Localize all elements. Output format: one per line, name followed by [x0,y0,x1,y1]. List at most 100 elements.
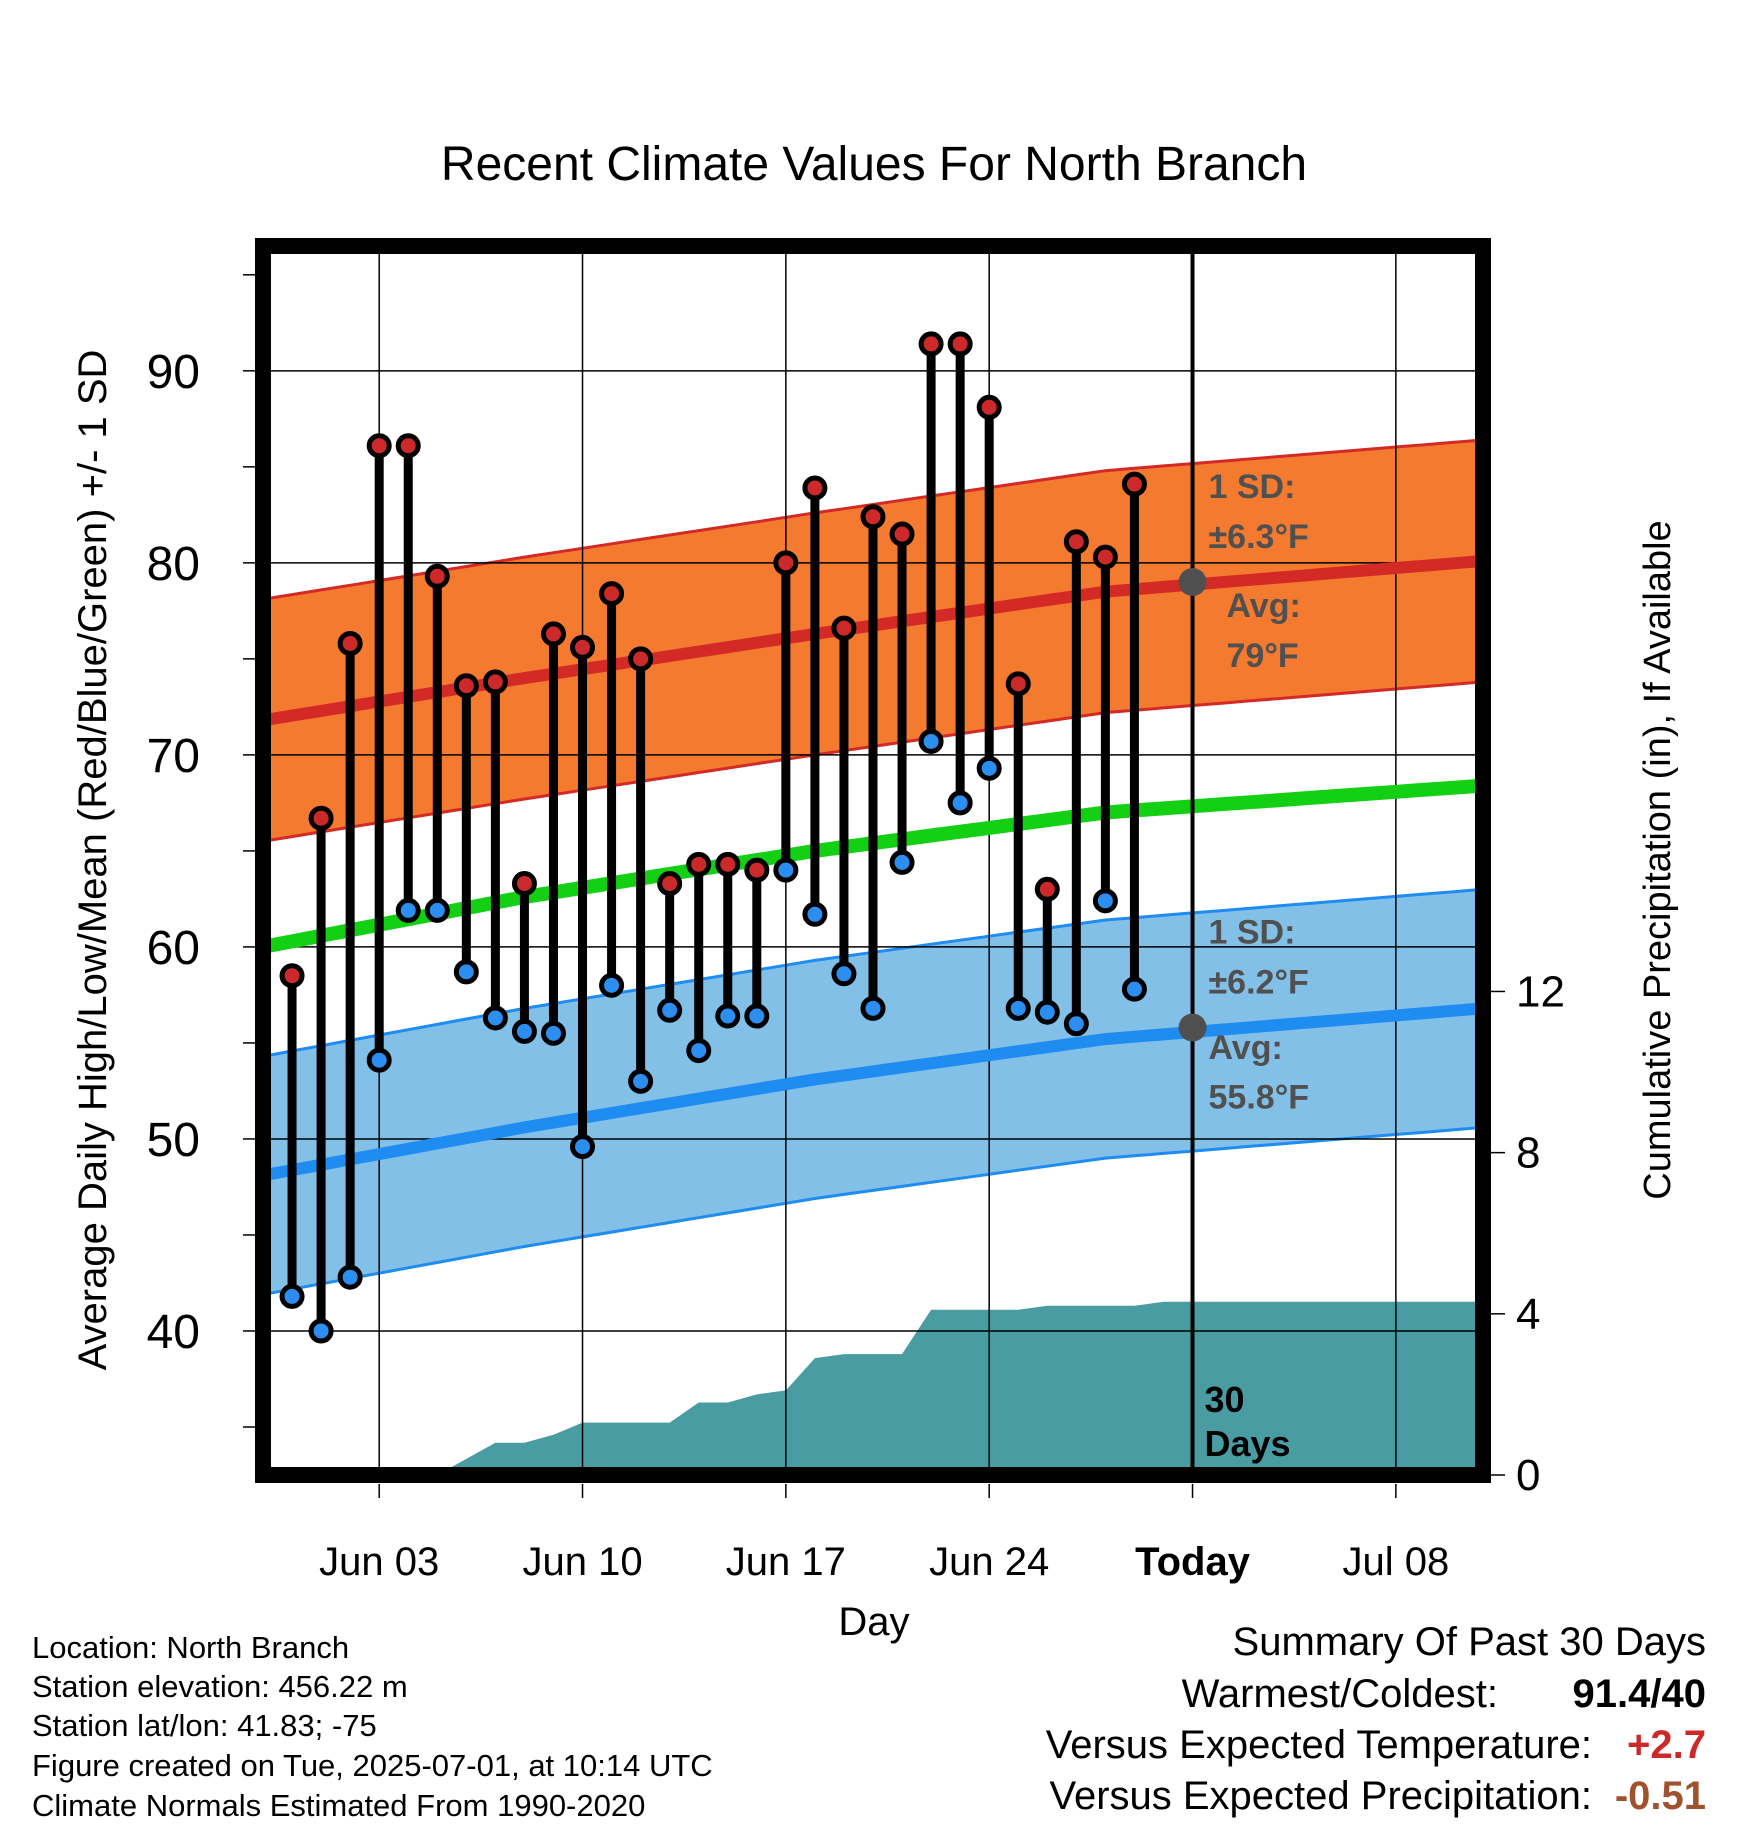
daily-low-point [453,959,479,985]
daily-high-point [279,963,305,989]
y2-axis-label: Cumulative Precipitation (in), If Availa… [1637,520,1679,1199]
x-tick-label: Jun 17 [726,1540,846,1584]
summary-title: Summary Of Past 30 Days [1232,1620,1706,1664]
daily-high-point [482,669,508,695]
high-sd-value: ±6.3°F [1209,518,1309,556]
normals-text: Climate Normals Estimated From 1990-2020 [32,1788,646,1823]
daily-high-point [802,475,828,501]
daily-high-point [424,563,450,589]
daily-high-point [511,871,537,897]
daily-high-point [831,615,857,641]
daily-low-point [1005,995,1031,1021]
daily-high-point [918,331,944,357]
x-tick-label: Today [1135,1540,1251,1584]
precipitation-area [263,1301,1483,1475]
high-avg-label: Avg: [1227,587,1301,625]
precipitation-label: Versus Expected Precipitation: [1049,1774,1592,1818]
y-tick-label: 60 [147,922,200,975]
created-text: Figure created on Tue, 2025-07-01, at 10… [32,1748,713,1783]
daily-low-point [279,1283,305,1309]
daily-high-point [1005,671,1031,697]
warmest-coldest-value: 91.4/40 [1572,1672,1706,1716]
low-avg-value: 55.8°F [1209,1079,1310,1117]
y-tick-label: 50 [147,1114,200,1167]
elevation-text: Station elevation: 456.22 m [32,1669,408,1704]
x-tick-label: Jul 08 [1342,1540,1449,1584]
low-sd-band [263,889,1483,1295]
y2-tick-label: 8 [1516,1129,1540,1178]
daily-low-point [947,790,973,816]
daily-low-point [599,972,625,998]
daily-low-point [715,1003,741,1029]
location-text: Location: North Branch [32,1630,350,1665]
daily-low-point [657,997,683,1023]
daily-low-point [511,1018,537,1044]
y2-tick-label: 4 [1516,1290,1540,1339]
daily-high-point [453,673,479,699]
temperature-value: +2.7 [1627,1723,1706,1767]
daily-high-point [860,504,886,530]
y-tick-label: 90 [147,346,200,399]
daily-high-point [657,871,683,897]
daily-low-point [395,897,421,923]
daily-low-point [860,995,886,1021]
today-days-label-word: Days [1205,1423,1291,1464]
daily-low-point [337,1264,363,1290]
precipitation-value: -0.51 [1614,1774,1706,1818]
daily-high-point [1063,529,1089,555]
y-axis-label: Average Daily High/Low/Mean (Red/Blue/Gr… [71,350,115,1371]
y2-tick-label: 12 [1516,967,1565,1016]
daily-low-point [773,857,799,883]
low-band-lower-edge [263,1125,1483,1296]
daily-high-point [395,433,421,459]
today-days-label-number: 30 [1205,1379,1245,1420]
daily-low-point [1063,1011,1089,1037]
plot-frame [255,238,1491,1483]
latlon-text: Station lat/lon: 41.83; -75 [32,1708,377,1743]
daily-low-point [570,1134,596,1160]
daily-high-point [715,851,741,877]
today-avg-low-point [1178,1013,1207,1042]
daily-low-point [976,755,1002,781]
y2-tick-label: 0 [1516,1451,1540,1500]
daily-high-point [366,433,392,459]
daily-low-point [802,901,828,927]
chart-title: Recent Climate Values For North Branch [441,138,1307,191]
daily-high-point [599,581,625,607]
daily-high-point [540,621,566,647]
today-avg-high-point [1178,568,1207,597]
daily-low-point [918,728,944,754]
daily-low-point [628,1068,654,1094]
daily-low-point [424,897,450,923]
x-axis-label: Day [838,1600,909,1644]
daily-low-point [1121,976,1147,1002]
daily-high-point [570,634,596,660]
high-sd-label: 1 SD: [1209,468,1296,506]
daily-high-point [1034,876,1060,902]
y-tick-label: 80 [147,538,200,591]
daily-high-point [889,521,915,547]
x-tick-label: Jun 10 [522,1540,642,1584]
daily-high-point [686,851,712,877]
daily-high-point [744,857,770,883]
daily-low-point [482,1005,508,1031]
daily-low-point [1034,999,1060,1025]
daily-low-point [889,849,915,875]
low-sd-label: 1 SD: [1209,914,1296,952]
avg-low-line [263,1002,1483,1182]
daily-high-point [308,805,334,831]
daily-low-point [686,1038,712,1064]
daily-low-point [1092,888,1118,914]
daily-high-point [1092,544,1118,570]
daily-low-point [744,1003,770,1029]
daily-low-point [308,1318,334,1344]
daily-high-point [773,550,799,576]
y-tick-label: 40 [147,1306,200,1359]
warmest-coldest-label: Warmest/Coldest: [1181,1672,1498,1716]
daily-high-point [337,631,363,657]
daily-high-point [1121,471,1147,497]
daily-low-point [831,961,857,987]
low-avg-label: Avg: [1209,1029,1283,1067]
y-tick-label: 70 [147,730,200,783]
